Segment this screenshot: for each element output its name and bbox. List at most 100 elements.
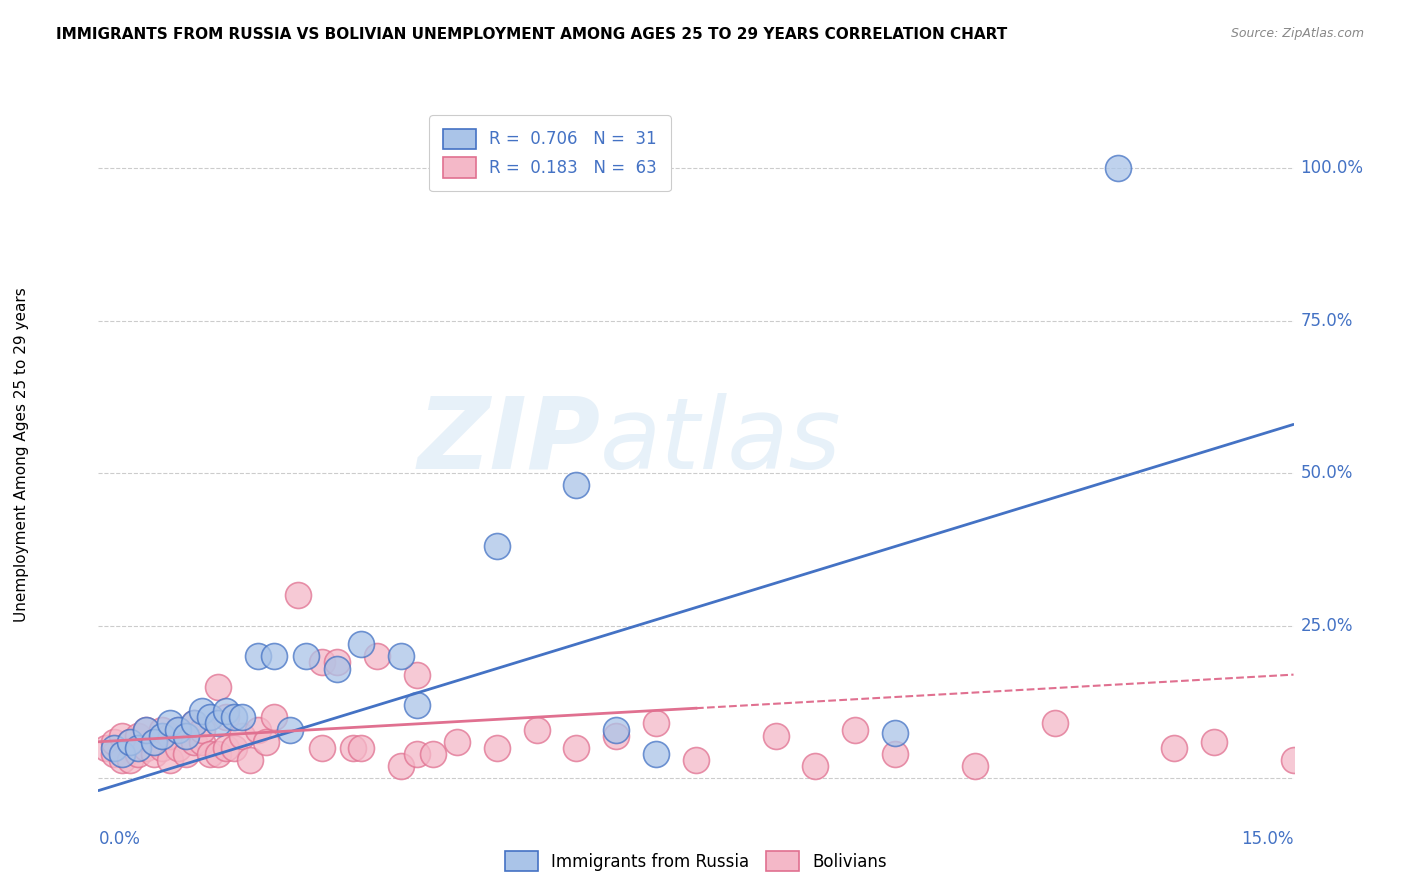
Point bbox=[198, 710, 221, 724]
Point bbox=[150, 740, 173, 755]
Point bbox=[645, 747, 668, 761]
Point bbox=[278, 723, 301, 737]
Point bbox=[565, 740, 588, 755]
Point bbox=[1282, 753, 1305, 767]
Point bbox=[844, 723, 866, 737]
Point bbox=[963, 759, 986, 773]
Point bbox=[485, 540, 508, 554]
Text: 25.0%: 25.0% bbox=[1301, 616, 1353, 635]
Point bbox=[246, 723, 269, 737]
Point bbox=[207, 716, 229, 731]
Point bbox=[120, 735, 142, 749]
Point bbox=[406, 747, 429, 761]
Point bbox=[215, 704, 238, 718]
Point bbox=[485, 740, 508, 755]
Point bbox=[127, 747, 149, 761]
Point bbox=[159, 753, 181, 767]
Point bbox=[222, 740, 245, 755]
Point bbox=[159, 729, 181, 743]
Point bbox=[167, 723, 190, 737]
Point bbox=[174, 729, 197, 743]
Point bbox=[422, 747, 444, 761]
Point bbox=[389, 759, 412, 773]
Point bbox=[350, 740, 373, 755]
Point bbox=[884, 747, 907, 761]
Point bbox=[215, 710, 238, 724]
Text: 75.0%: 75.0% bbox=[1301, 311, 1353, 330]
Text: 50.0%: 50.0% bbox=[1301, 464, 1353, 483]
Point bbox=[326, 656, 349, 670]
Point bbox=[191, 704, 214, 718]
Point bbox=[1043, 716, 1066, 731]
Point bbox=[222, 710, 245, 724]
Point bbox=[111, 729, 134, 743]
Point bbox=[103, 747, 125, 761]
Point bbox=[287, 588, 309, 602]
Point bbox=[406, 698, 429, 713]
Point bbox=[191, 723, 214, 737]
Point bbox=[127, 740, 149, 755]
Point bbox=[111, 753, 134, 767]
Point bbox=[565, 478, 588, 492]
Point bbox=[406, 667, 429, 681]
Point bbox=[183, 716, 205, 731]
Point bbox=[135, 740, 157, 755]
Point bbox=[103, 735, 125, 749]
Point bbox=[167, 723, 190, 737]
Text: 100.0%: 100.0% bbox=[1301, 159, 1364, 178]
Point bbox=[207, 747, 229, 761]
Point bbox=[231, 729, 253, 743]
Point bbox=[159, 716, 181, 731]
Point bbox=[167, 740, 190, 755]
Point bbox=[198, 747, 221, 761]
Point bbox=[804, 759, 827, 773]
Point bbox=[239, 753, 262, 767]
Point bbox=[1163, 740, 1185, 755]
Point bbox=[350, 637, 373, 651]
Point bbox=[765, 729, 787, 743]
Point bbox=[254, 735, 277, 749]
Text: 0.0%: 0.0% bbox=[98, 830, 141, 847]
Legend: Immigrants from Russia, Bolivians: Immigrants from Russia, Bolivians bbox=[498, 845, 894, 878]
Point bbox=[174, 747, 197, 761]
Point bbox=[143, 735, 166, 749]
Point bbox=[150, 723, 173, 737]
Point bbox=[231, 710, 253, 724]
Point bbox=[215, 740, 238, 755]
Point bbox=[143, 735, 166, 749]
Text: IMMIGRANTS FROM RUSSIA VS BOLIVIAN UNEMPLOYMENT AMONG AGES 25 TO 29 YEARS CORREL: IMMIGRANTS FROM RUSSIA VS BOLIVIAN UNEMP… bbox=[56, 27, 1008, 42]
Point bbox=[150, 729, 173, 743]
Point bbox=[685, 753, 707, 767]
Point bbox=[342, 740, 364, 755]
Point bbox=[183, 716, 205, 731]
Point bbox=[96, 740, 118, 755]
Text: atlas: atlas bbox=[600, 392, 842, 490]
Text: Unemployment Among Ages 25 to 29 years: Unemployment Among Ages 25 to 29 years bbox=[14, 287, 28, 623]
Point bbox=[120, 735, 142, 749]
Point bbox=[605, 723, 627, 737]
Point bbox=[311, 656, 333, 670]
Point bbox=[263, 710, 285, 724]
Point bbox=[311, 740, 333, 755]
Point bbox=[366, 649, 388, 664]
Point bbox=[605, 729, 627, 743]
Point bbox=[135, 723, 157, 737]
Text: ZIP: ZIP bbox=[418, 392, 600, 490]
Point bbox=[191, 735, 214, 749]
Point bbox=[103, 740, 125, 755]
Point bbox=[135, 723, 157, 737]
Text: Source: ZipAtlas.com: Source: ZipAtlas.com bbox=[1230, 27, 1364, 40]
Point bbox=[446, 735, 468, 749]
Point bbox=[111, 747, 134, 761]
Point bbox=[174, 729, 197, 743]
Point bbox=[120, 753, 142, 767]
Point bbox=[1202, 735, 1225, 749]
Point bbox=[143, 747, 166, 761]
Point bbox=[207, 680, 229, 694]
Point bbox=[389, 649, 412, 664]
Point bbox=[326, 661, 349, 675]
Point bbox=[645, 716, 668, 731]
Point bbox=[246, 649, 269, 664]
Point bbox=[127, 729, 149, 743]
Point bbox=[526, 723, 548, 737]
